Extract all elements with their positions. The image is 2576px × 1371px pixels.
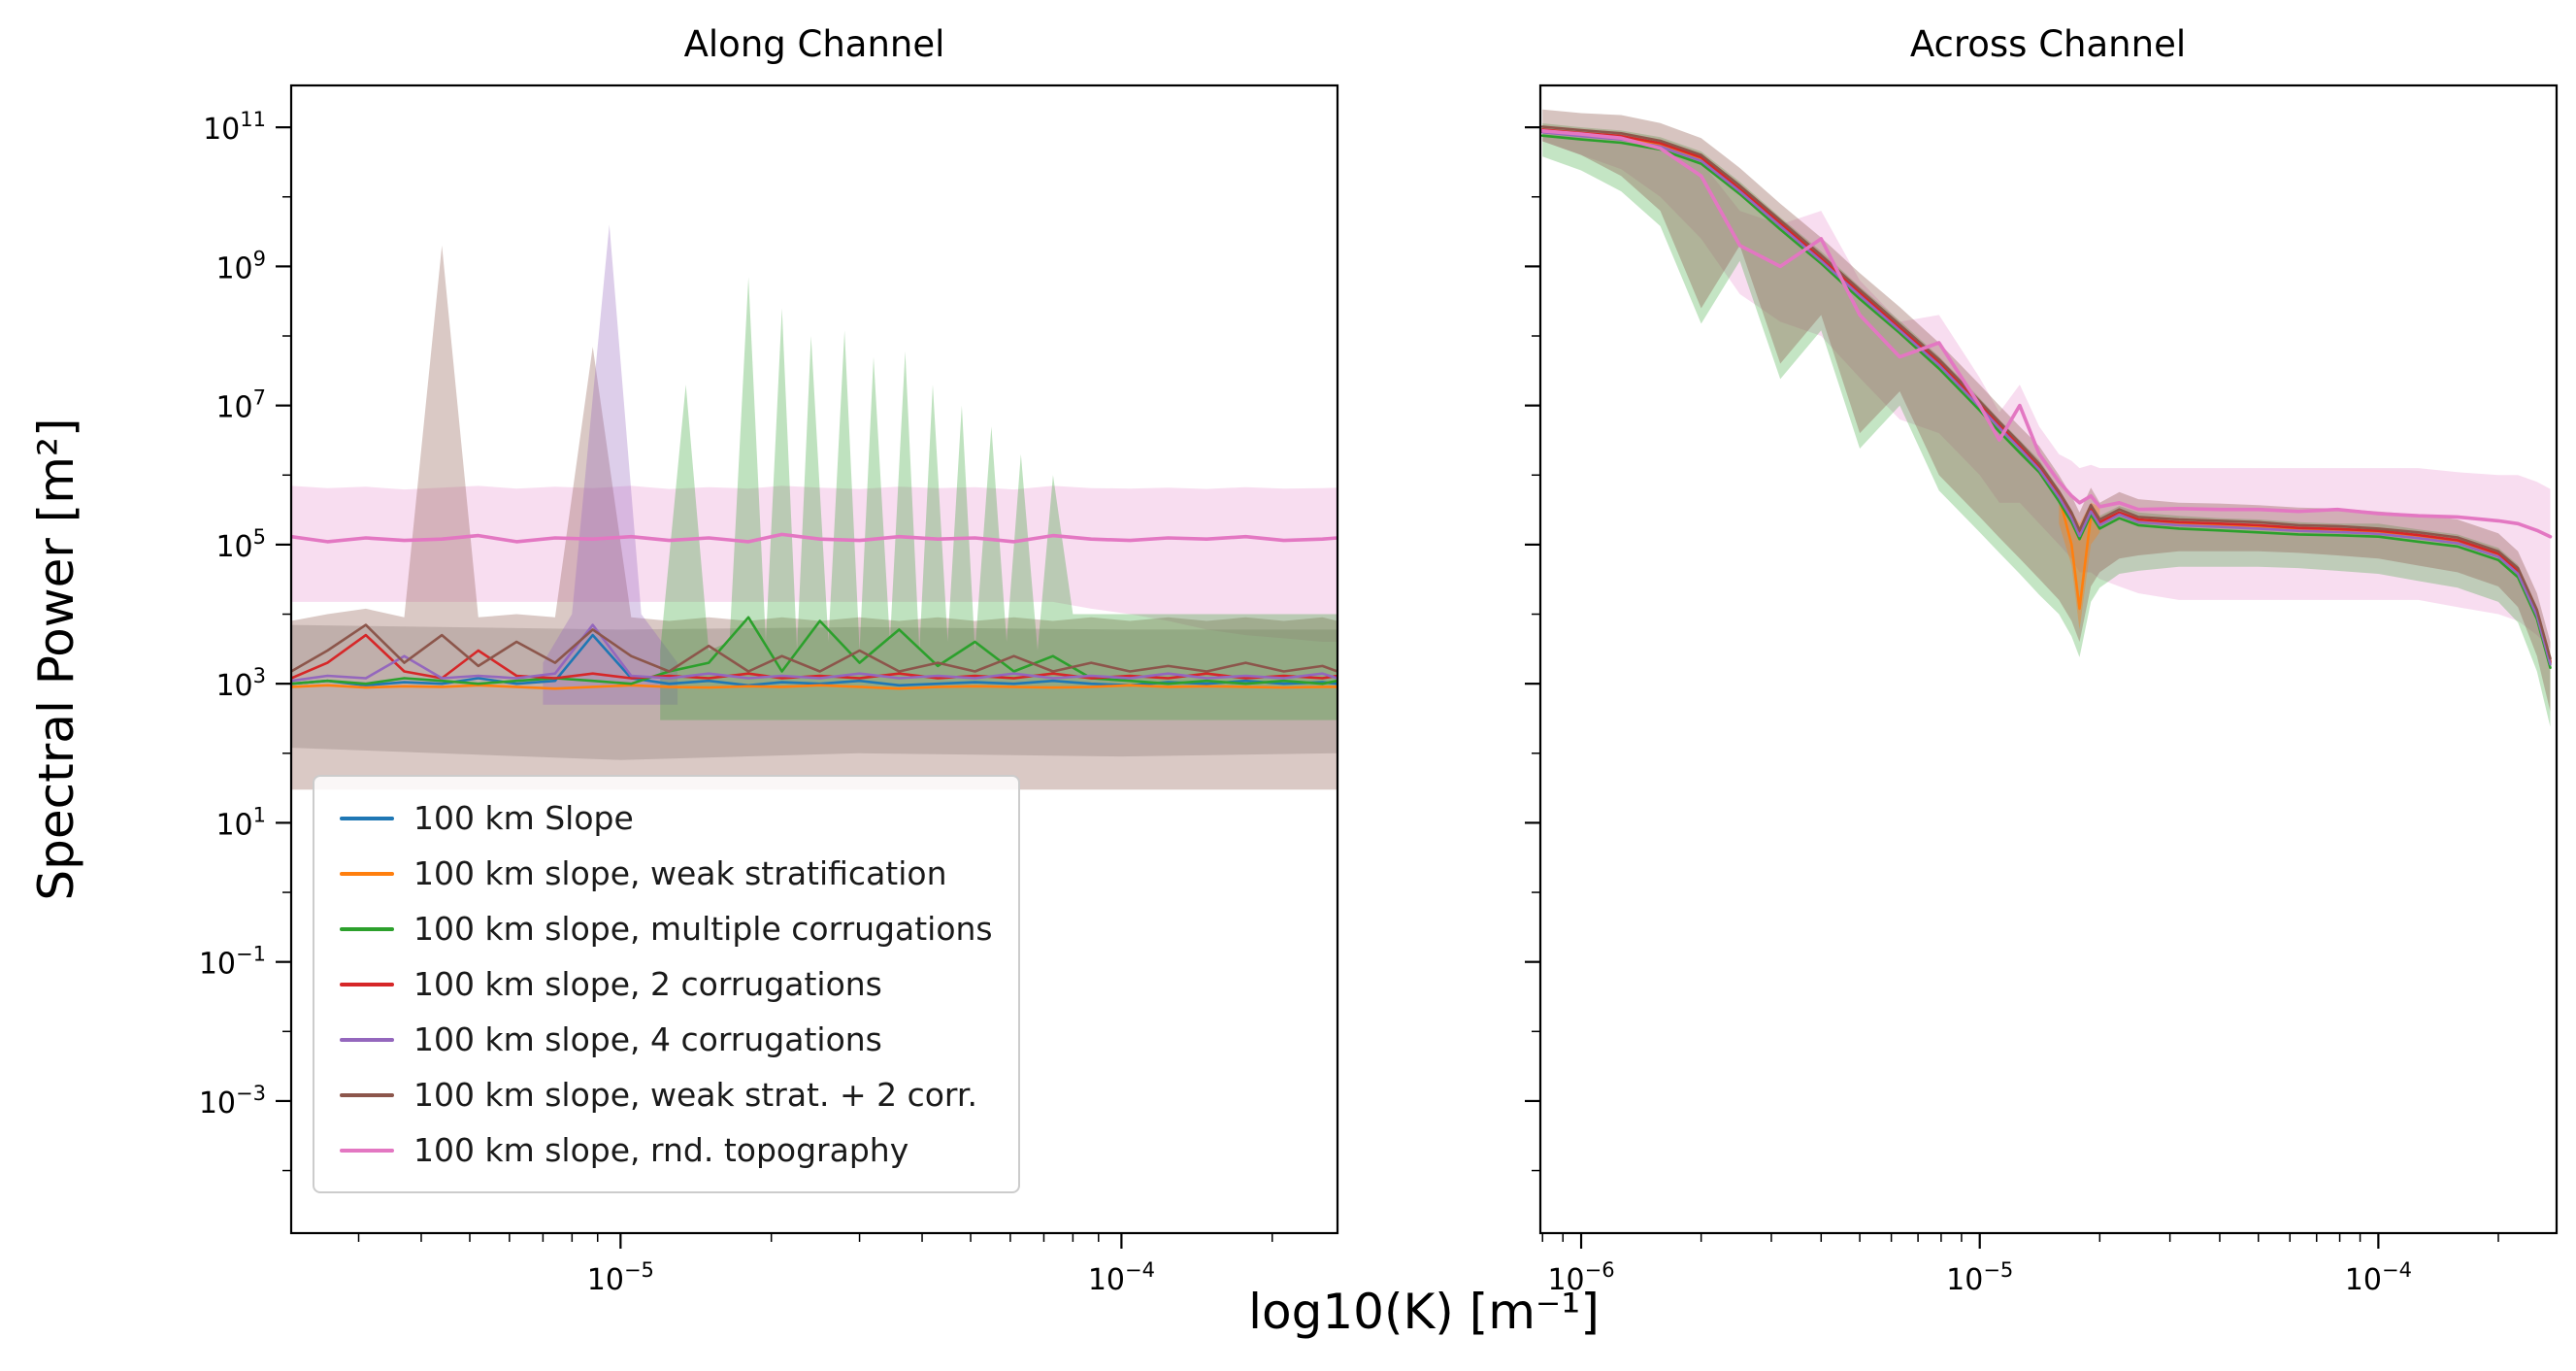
band-4corr-band [543,224,678,705]
band-weak-strat-2corr-band [1542,109,2551,712]
legend-line-swatch [340,816,394,820]
svg-text:101: 101 [215,803,266,842]
svg-text:109: 109 [215,247,266,285]
series-line-100-km-slope-multiple-corrugations [291,616,1338,686]
legend-item-label: 100 km slope, weak strat. + 2 corr. [413,1076,977,1114]
legend-item-label: 100 km Slope [413,799,634,837]
legend-item-4: 100 km slope, 4 corrugations [340,1012,993,1067]
legend-item-label: 100 km slope, rnd. topography [413,1131,909,1169]
series-line-100-km-slope-rnd-topography [291,532,1338,544]
legend-item-label: 100 km slope, 4 corrugations [413,1020,882,1058]
legend-item-label: 100 km slope, multiple corrugations [413,910,993,948]
svg-text:10−5: 10−5 [587,1258,654,1297]
legend-line-swatch [340,1037,394,1042]
left-plot-title: Along Channel [683,23,945,65]
chart-1: 10−6 10−5 10−4 [1525,84,2559,1297]
axes-spines [289,84,1339,1235]
svg-text:105: 105 [215,525,266,564]
legend-line-swatch [340,1092,394,1097]
series-line-100-km-slope-2-corrugations [291,633,1338,680]
band-cluster-band [291,624,1338,760]
legend-line-swatch [340,926,394,931]
legend-item-3: 100 km slope, 2 corrugations [340,956,993,1012]
legend-line-swatch [340,982,394,986]
y-axis-label: Spectral Power [m²] [28,418,84,901]
band-rnd-topography-band [291,485,1338,642]
series-line-100-km-slope-weak-strat-2-corr- [1540,125,2552,660]
legend-item-0: 100 km Slope [340,790,993,846]
legend-item-label: 100 km slope, 2 corrugations [413,965,882,1003]
x-axis-label: log10(K) [m⁻¹] [1248,1284,1600,1340]
series-line-100-km-slope-weak-strat-2-corr- [291,623,1338,673]
legend-item-5: 100 km slope, weak strat. + 2 corr. [340,1067,993,1122]
svg-text:10−5: 10−5 [1946,1258,2013,1297]
band-multiple-corrugations-band [1542,123,2551,727]
y-axis-ticks [1525,126,1540,1172]
chart-0: 10−5 10−4 10−3 10−1 101 103 105 107 109 1011 [199,84,1339,1297]
series-line-100-km-slope-multiple-corrugations [1540,134,2552,669]
legend: 100 km Slope 100 km slope, weak stratific… [313,775,1020,1193]
svg-text:107: 107 [215,386,266,425]
legend-item-2: 100 km slope, multiple corrugations [340,901,993,956]
legend-item-6: 100 km slope, rnd. topography [340,1122,993,1178]
svg-text:10−6: 10−6 [1547,1258,1614,1297]
legend-item-label: 100 km slope, weak stratification [413,854,947,892]
y-axis-ticks: 10−3 10−1 101 103 105 107 109 1011 [199,108,291,1172]
series-line-100-km-slope-weak-stratification [291,684,1338,690]
axes-spines [1538,84,2559,1235]
svg-text:10−4: 10−4 [2345,1258,2412,1297]
svg-text:10−1: 10−1 [199,943,266,982]
series-line-100-km-slope-4-corrugations [1540,130,2552,666]
band-weak-strat-2corr-band [291,245,1338,790]
svg-text:103: 103 [215,664,266,703]
series-line-100-km-slope-rnd-topography [1540,129,2553,539]
right-plot-title: Across Channel [1909,23,2187,65]
svg-text:10−3: 10−3 [199,1082,266,1120]
x-axis-ticks: 10−6 10−5 10−4 [1541,1233,2499,1297]
x-axis-ticks: 10−5 10−4 [357,1233,1273,1297]
series-line-100-km-slope-4-corrugations [291,623,1338,683]
svg-text:1011: 1011 [203,108,266,147]
svg-text:10−4: 10−4 [1088,1258,1155,1297]
legend-line-swatch [340,1148,394,1153]
legend-item-1: 100 km slope, weak stratification [340,846,993,901]
legend-line-swatch [340,871,394,876]
